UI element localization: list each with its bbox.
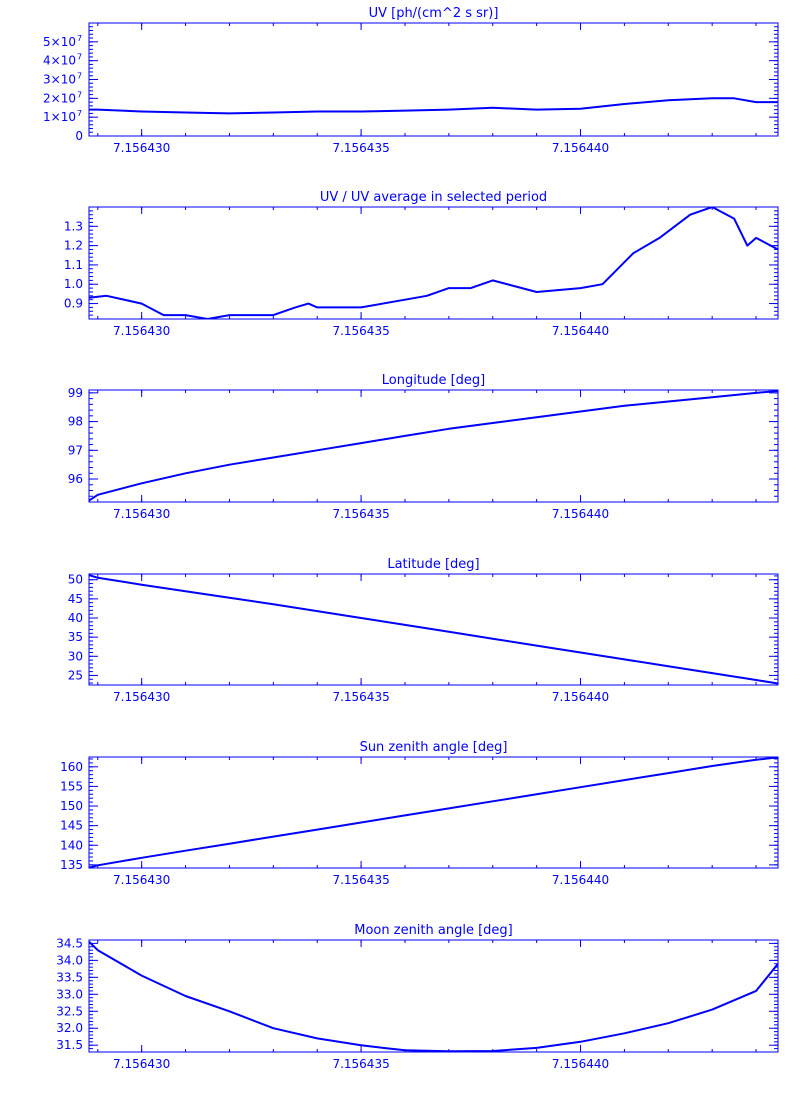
y-tick-exponent: 7	[77, 72, 82, 81]
y-tick-label: 160	[60, 760, 83, 774]
series-line	[89, 940, 778, 1052]
x-tick-label: 7.156435	[332, 141, 389, 155]
y-tick-label: 33.5	[56, 970, 83, 984]
y-tick-exponent: 7	[77, 53, 82, 62]
y-tick-mantissa: 1×10	[43, 110, 76, 124]
plot-frame	[88, 389, 779, 503]
x-tick-label: 7.156430	[113, 690, 170, 704]
y-tick-label: 5×10	[43, 35, 76, 49]
y-tick-label: 32.0	[56, 1021, 83, 1035]
y-tick-mantissa: 3×10	[43, 73, 76, 87]
chart-panel-3: Longitude [deg] 7.156430 7.156435 7.156440 9…	[68, 373, 779, 521]
y-tick-exponent: 7	[77, 90, 82, 99]
y-tick-label: 30	[68, 649, 83, 663]
y-tick-label: 96	[68, 472, 83, 486]
series-line	[89, 757, 778, 868]
chart-panel-2: UV / UV average in selected period 7.1564…	[64, 190, 779, 338]
x-tick-label: 7.156435	[332, 873, 389, 887]
x-tick-label: 7.156435	[332, 1057, 389, 1071]
x-tick-label: 7.156440	[552, 873, 609, 887]
y-tick-label: 32.5	[56, 1004, 83, 1018]
x-tick-label: 7.156440	[552, 1057, 609, 1071]
chart-panel-5: Sun zenith angle [deg] 7.156430 7.156435 7.…	[60, 740, 779, 887]
y-tick-label: 97	[68, 443, 83, 457]
y-tick-label: 1.0	[64, 277, 83, 291]
chart-panel-4: Latitude [deg] 7.156430 7.156435 7.156440 25…	[68, 557, 779, 704]
y-tick-label: 25	[68, 668, 83, 682]
y-tick-label: 0	[75, 129, 83, 143]
x-tick-label: 7.156440	[552, 141, 609, 155]
series-line	[89, 207, 778, 319]
series-line	[89, 97, 778, 115]
chart-title: UV [ph/(cm^2 s sr)]	[369, 6, 499, 21]
y-tick-label: 31.5	[56, 1038, 83, 1052]
chart-panel-1: UV [ph/(cm^2 s sr)] 7.156430 7.156435 7.156…	[43, 6, 779, 155]
chart-title: Latitude [deg]	[387, 557, 479, 572]
y-tick-label: 145	[60, 819, 83, 833]
y-tick-mantissa: 4×10	[43, 54, 76, 68]
plot-frame	[88, 756, 779, 869]
y-tick-label: 33.0	[56, 987, 83, 1001]
y-tick-label: 1.2	[64, 239, 83, 253]
series-line	[89, 390, 778, 502]
chart-title: Moon zenith angle [deg]	[354, 923, 512, 938]
y-tick-label: 140	[60, 838, 83, 852]
y-tick-label: 2×10	[43, 91, 76, 105]
x-tick-label: 7.156435	[332, 507, 389, 521]
y-tick-label: 1.3	[64, 219, 83, 233]
chart-title: Sun zenith angle [deg]	[360, 740, 508, 755]
y-tick-label: 40	[68, 611, 83, 625]
x-tick-label: 7.156435	[332, 690, 389, 704]
y-tick-label: 99	[68, 386, 83, 400]
x-tick-label: 7.156435	[332, 324, 389, 338]
series-line	[89, 574, 778, 685]
x-tick-label: 7.156430	[113, 324, 170, 338]
x-tick-label: 7.156430	[113, 1057, 170, 1071]
y-tick-exponent: 7	[77, 34, 82, 43]
chart-title: Longitude [deg]	[382, 373, 485, 388]
x-tick-label: 7.156430	[113, 873, 170, 887]
y-tick-label: 50	[68, 573, 83, 587]
y-tick-label: 3×10	[43, 73, 76, 87]
y-tick-label: 135	[60, 858, 83, 872]
y-tick-label: 4×10	[43, 54, 76, 68]
y-tick-label: 35	[68, 630, 83, 644]
chart-panel-6: Moon zenith angle [deg] 7.156430 7.156435 7…	[56, 923, 779, 1071]
x-tick-label: 7.156440	[552, 507, 609, 521]
y-tick-label: 45	[68, 592, 83, 606]
x-tick-label: 7.156430	[113, 507, 170, 521]
y-tick-label: 34.0	[56, 953, 83, 967]
y-tick-label: 155	[60, 779, 83, 793]
plot-frame	[88, 939, 779, 1053]
x-tick-label: 7.156440	[552, 324, 609, 338]
plot-frame	[88, 22, 779, 137]
y-tick-exponent: 7	[77, 109, 82, 118]
plot-frame	[88, 206, 779, 320]
y-tick-label: 1.1	[64, 258, 83, 272]
y-tick-mantissa: 5×10	[43, 35, 76, 49]
y-tick-mantissa: 2×10	[43, 91, 76, 105]
y-tick-label: 150	[60, 799, 83, 813]
x-tick-label: 7.156440	[552, 690, 609, 704]
y-tick-label: 1×10	[43, 110, 76, 124]
y-tick-label: 0.9	[64, 297, 83, 311]
y-tick-label: 98	[68, 415, 83, 429]
chart-title: UV / UV average in selected period	[320, 190, 547, 205]
y-tick-label: 34.5	[56, 936, 83, 950]
x-tick-label: 7.156430	[113, 141, 170, 155]
